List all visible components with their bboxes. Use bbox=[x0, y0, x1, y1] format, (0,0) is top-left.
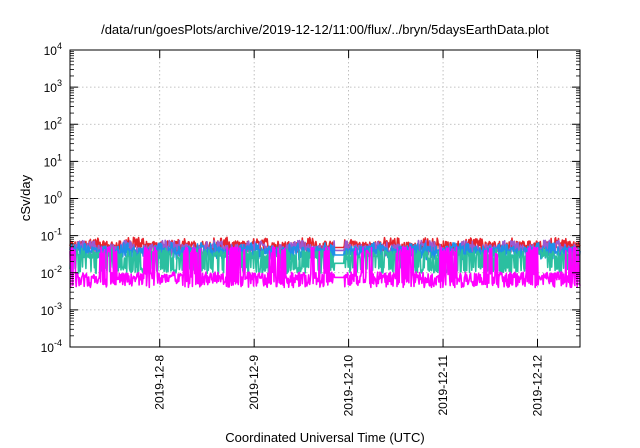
y-tick-label: 10-3 bbox=[41, 301, 62, 318]
x-tick-label: 2019-12-9 bbox=[247, 355, 261, 410]
series-group bbox=[69, 236, 581, 289]
x-axis: 2019-12-8 2019-12-9 2019-12-10 2019-12-11 20… bbox=[153, 50, 545, 416]
y-tick-label: 104 bbox=[44, 41, 62, 58]
series-line-5 bbox=[69, 246, 581, 289]
x-tick-label: 2019-12-8 bbox=[153, 355, 167, 410]
series-line-1 bbox=[69, 236, 581, 253]
chart-title: /data/run/goesPlots/archive/2019-12-12/1… bbox=[101, 22, 549, 37]
x-tick-label: 2019-12-10 bbox=[342, 355, 356, 417]
y-axis: 10-4 10-3 10-2 10-1 100 101 102 103 104 bbox=[41, 41, 580, 355]
y-axis-label: cSv/day bbox=[18, 174, 33, 221]
x-axis-label: Coordinated Universal Time (UTC) bbox=[225, 430, 424, 445]
grid bbox=[70, 50, 580, 347]
y-tick-label: 102 bbox=[44, 115, 62, 132]
y-tick-label: 100 bbox=[44, 190, 62, 207]
x-tick-label: 2019-12-12 bbox=[531, 355, 545, 417]
y-tick-label: 10-4 bbox=[41, 338, 62, 355]
y-tick-label: 10-2 bbox=[41, 264, 62, 281]
y-tick-label: 10-1 bbox=[41, 227, 62, 244]
y-tick-label: 101 bbox=[44, 152, 62, 169]
x-tick-label: 2019-12-11 bbox=[436, 355, 450, 416]
y-tick-label: 103 bbox=[44, 78, 62, 95]
